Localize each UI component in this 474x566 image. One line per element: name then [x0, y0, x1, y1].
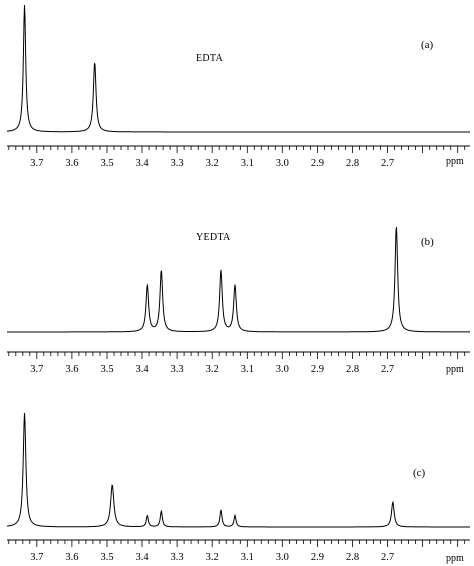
tick-label: 2.8 — [346, 552, 359, 563]
tick-label: 3.6 — [65, 552, 78, 563]
tick-label: 2.7 — [381, 364, 394, 375]
tick-label: 3.0 — [276, 364, 289, 375]
tick-label: 2.9 — [311, 364, 324, 375]
tick-label: 2.7 — [381, 158, 394, 169]
tick-label: 3.1 — [241, 158, 254, 169]
tick-label: 3.6 — [65, 364, 78, 375]
spectrum-line-b — [7, 227, 470, 333]
tick-label: 2.9 — [311, 552, 324, 563]
ticks-a — [8, 146, 466, 153]
tick-labels-c: 3.7 3.6 3.5 3.4 3.3 3.2 3.1 3.0 2.9 2.8 … — [30, 552, 394, 563]
tick-label: 2.8 — [346, 364, 359, 375]
panel-b: 3.7 3.6 3.5 3.4 3.3 3.2 3.1 3.0 2.9 2.8 … — [7, 227, 470, 375]
tick-label: 3.4 — [135, 552, 149, 563]
tick-label: 3.1 — [241, 552, 254, 563]
spectrum-line-c — [6, 412, 470, 528]
tick-label: 3.3 — [171, 552, 184, 563]
tick-label: 3.2 — [206, 158, 219, 169]
tick-label: 3.3 — [171, 364, 184, 375]
panel-letter-a: (a) — [421, 39, 434, 51]
tick-label: 3.2 — [206, 552, 219, 563]
tick-label: 3.7 — [30, 364, 43, 375]
tick-label: 3.5 — [100, 552, 113, 563]
tick-label: 3.3 — [171, 158, 184, 169]
tick-label: 2.7 — [381, 552, 394, 563]
spectrum-line-a — [6, 5, 470, 133]
tick-label: 3.5 — [100, 158, 113, 169]
panel-title-a: EDTA — [196, 53, 224, 64]
panel-letter-c: (c) — [413, 467, 426, 479]
tick-label: 3.4 — [135, 364, 149, 375]
panel-title-b: YEDTA — [196, 232, 231, 243]
tick-label: 2.8 — [346, 158, 359, 169]
tick-label: 3.1 — [241, 364, 254, 375]
tick-label: 3.7 — [30, 552, 43, 563]
tick-label: 3.0 — [276, 158, 289, 169]
x-axis-unit-b: ppm — [446, 364, 464, 375]
panel-c: 3.7 3.6 3.5 3.4 3.3 3.2 3.1 3.0 2.9 2.8 … — [6, 412, 470, 564]
tick-label: 2.9 — [311, 158, 324, 169]
x-axis-unit-c: ppm — [446, 553, 464, 564]
tick-label: 3.5 — [100, 364, 113, 375]
panel-a: 3.7 3.6 3.5 3.4 3.3 3.2 3.1 3.0 2.9 2.8 … — [6, 5, 470, 169]
tick-label: 3.7 — [30, 158, 43, 169]
tick-label: 3.6 — [65, 158, 78, 169]
x-axis-unit-a: ppm — [446, 156, 464, 167]
tick-label: 3.2 — [206, 364, 219, 375]
tick-labels-a: 3.7 3.6 3.5 3.4 3.3 3.2 3.1 3.0 2.9 2.8 … — [30, 158, 394, 169]
tick-labels-b: 3.7 3.6 3.5 3.4 3.3 3.2 3.1 3.0 2.9 2.8 … — [30, 364, 394, 375]
ticks-c — [8, 540, 466, 547]
tick-label: 3.4 — [135, 158, 149, 169]
tick-label: 3.0 — [276, 552, 289, 563]
panel-letter-b: (b) — [421, 236, 434, 248]
ticks-b — [8, 352, 466, 359]
